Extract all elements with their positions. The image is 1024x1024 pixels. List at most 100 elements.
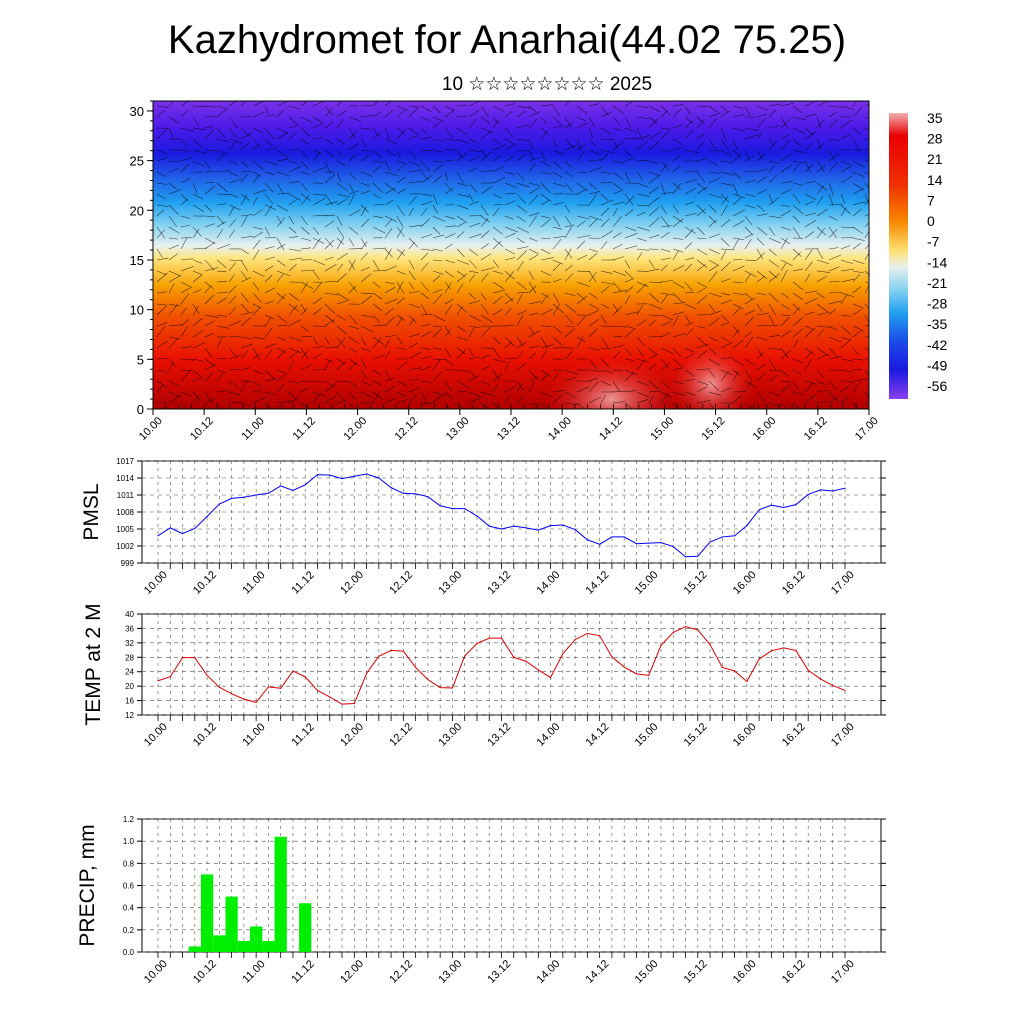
data-point <box>182 533 183 534</box>
y-tick-label: 32 <box>125 639 134 648</box>
y-tick-label: 28 <box>125 653 134 662</box>
y-tick-label: 24 <box>125 668 134 677</box>
y-tick-label: 999 <box>121 559 135 568</box>
data-point <box>734 670 735 671</box>
precip-bar <box>262 941 274 952</box>
data-point <box>268 686 269 687</box>
x-tick-label: 14.12 <box>584 721 612 749</box>
x-tick-label: 12.12 <box>393 415 421 443</box>
data-point <box>783 507 784 508</box>
data-point <box>525 527 526 528</box>
data-point <box>709 644 710 645</box>
data-point <box>697 629 698 630</box>
x-tick-label: 11.00 <box>239 415 266 442</box>
data-point <box>538 530 539 531</box>
data-point <box>624 536 625 537</box>
data-point <box>452 687 453 688</box>
colorbar-label: 7 <box>927 192 935 208</box>
x-tick-label: 15.12 <box>682 958 710 986</box>
x-tick-label: 10.12 <box>191 569 219 597</box>
data-point <box>660 542 661 543</box>
x-tick-label: 10.00 <box>142 721 170 749</box>
colorbar-label: -56 <box>927 378 947 394</box>
precip-bar <box>189 946 201 952</box>
colorbar-label: -14 <box>927 254 947 270</box>
data-point <box>844 690 845 691</box>
colorbar-label: 35 <box>927 110 943 126</box>
data-point <box>243 699 244 700</box>
y-tick-label: 25 <box>130 154 144 169</box>
data-point <box>231 693 232 694</box>
y-axis-label: TEMP at 2 M <box>82 603 105 725</box>
data-point <box>366 473 367 474</box>
x-tick-label: 15.12 <box>682 721 710 749</box>
data-point <box>440 687 441 688</box>
data-point <box>771 505 772 506</box>
data-point <box>256 702 257 703</box>
x-tick-label: 13.00 <box>444 415 472 443</box>
data-point <box>390 487 391 488</box>
x-tick-label: 17.00 <box>853 415 881 443</box>
data-point <box>648 543 649 544</box>
data-point <box>280 485 281 486</box>
colorbar-label: 21 <box>927 151 943 167</box>
data-point <box>256 494 257 495</box>
data-point <box>354 476 355 477</box>
data-point <box>317 690 318 691</box>
data-point <box>538 669 539 670</box>
x-tick-label: 15.00 <box>633 569 661 597</box>
data-point <box>403 493 404 494</box>
y-tick-label: 15 <box>130 253 144 268</box>
x-tick-label: 13.12 <box>485 958 513 986</box>
data-point <box>476 643 477 644</box>
y-tick-label: 1.0 <box>123 837 135 846</box>
data-point <box>390 650 391 651</box>
x-tick-label: 11.12 <box>289 958 316 985</box>
y-tick-label: 0.0 <box>123 948 135 957</box>
x-tick-label: 16.00 <box>751 415 779 443</box>
data-point <box>292 490 293 491</box>
data-point <box>464 508 465 509</box>
data-point <box>501 528 502 529</box>
data-point <box>587 539 588 540</box>
data-point <box>599 544 600 545</box>
x-tick-label: 10.12 <box>191 721 219 749</box>
y-tick-label: 1002 <box>116 542 134 551</box>
x-tick-label: 16.00 <box>731 569 759 597</box>
data-point <box>170 676 171 677</box>
x-tick-label: 10.12 <box>191 958 219 986</box>
data-point <box>341 478 342 479</box>
data-point <box>673 632 674 633</box>
data-point <box>599 635 600 636</box>
data-point <box>403 651 404 652</box>
y-tick-label: 40 <box>125 610 134 619</box>
data-point <box>759 509 760 510</box>
x-tick-label: 14.00 <box>534 721 562 749</box>
data-point <box>427 679 428 680</box>
x-tick-label: 15.12 <box>682 569 710 597</box>
x-tick-label: 17.00 <box>829 958 857 986</box>
data-point <box>759 658 760 659</box>
data-point <box>575 529 576 530</box>
data-point <box>562 653 563 654</box>
y-tick-label: 12 <box>125 711 134 720</box>
data-point <box>525 661 526 662</box>
data-point <box>624 666 625 667</box>
data-point <box>771 650 772 651</box>
data-point <box>820 678 821 679</box>
x-tick-label: 14.12 <box>584 569 612 597</box>
warm-core <box>666 339 756 429</box>
x-tick-label: 10.00 <box>142 958 170 986</box>
x-tick-label: 10.00 <box>137 415 165 443</box>
data-point <box>550 525 551 526</box>
data-point <box>636 543 637 544</box>
data-point <box>550 677 551 678</box>
x-tick-label: 13.00 <box>436 569 464 597</box>
x-tick-label: 11.00 <box>240 721 267 748</box>
data-point <box>746 525 747 526</box>
data-point <box>366 673 367 674</box>
colorbar-label: -49 <box>927 357 947 373</box>
data-point <box>795 650 796 651</box>
temperature-field <box>153 101 869 409</box>
y-tick-label: 1.2 <box>123 815 135 824</box>
